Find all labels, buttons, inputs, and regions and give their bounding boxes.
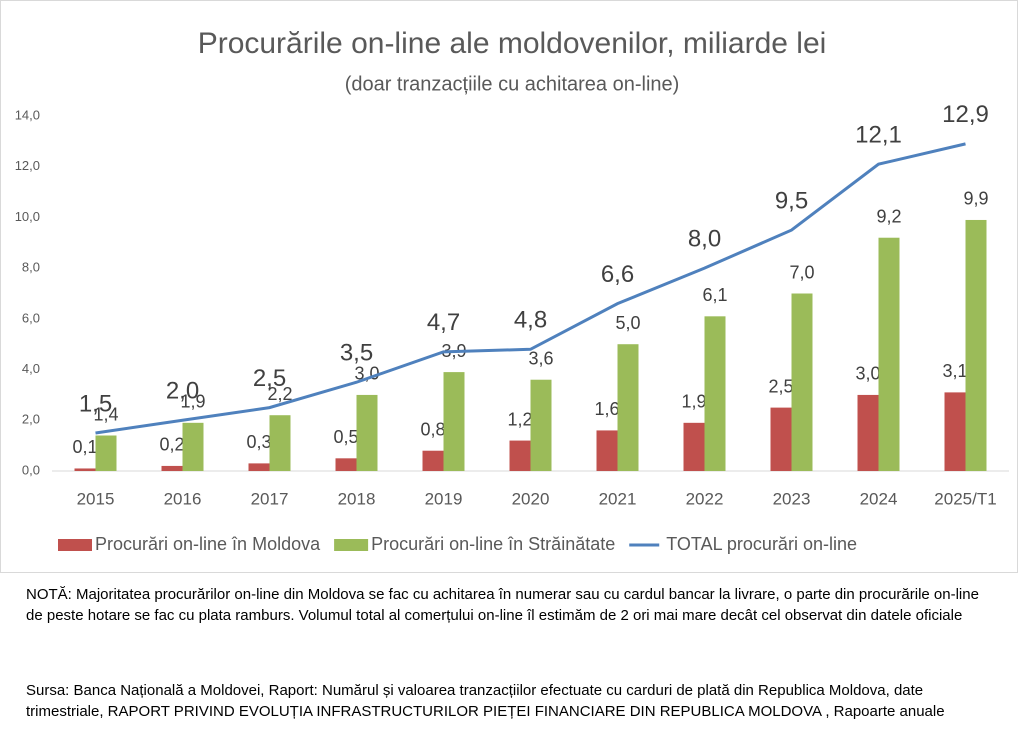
- data-label: 2,2: [267, 384, 292, 404]
- bar: [770, 407, 792, 471]
- bar: [161, 465, 183, 471]
- data-label: 0,1: [72, 437, 97, 457]
- data-label: 4,8: [514, 307, 547, 334]
- y-tick-label: 6,0: [22, 310, 40, 325]
- data-label: 9,5: [775, 187, 808, 214]
- bar: [791, 293, 813, 471]
- data-label: 0,2: [159, 435, 184, 455]
- bar: [878, 237, 900, 471]
- source: Sursa: Banca Națională a Moldovei, Rapor…: [26, 682, 945, 720]
- data-label: 9,2: [876, 206, 901, 226]
- bar: [74, 468, 96, 471]
- data-label: 3,1: [942, 361, 967, 381]
- bar: [356, 394, 378, 471]
- legend-swatch: [58, 539, 92, 551]
- chart-title: Procurările on-line ale moldovenilor, mi…: [198, 27, 827, 60]
- data-label: 3,0: [855, 364, 880, 384]
- y-tick-label: 14,0: [15, 107, 40, 122]
- legend-label: Procurări on-line în Străinătate: [371, 534, 615, 554]
- legend-swatch: [334, 539, 369, 551]
- bar: [182, 422, 204, 471]
- bar: [596, 430, 618, 471]
- data-label: 5,0: [615, 313, 640, 333]
- x-tick-label: 2020: [512, 489, 550, 508]
- data-label: 1,9: [180, 392, 205, 412]
- x-tick-label: 2017: [251, 489, 289, 508]
- legend-label: TOTAL procurări on-line: [666, 534, 857, 554]
- data-label: 0,3: [246, 432, 271, 452]
- data-label: 7,0: [789, 262, 814, 282]
- y-tick-label: 4,0: [22, 361, 40, 376]
- y-tick-label: 0,0: [22, 462, 40, 477]
- y-tick-label: 12,0: [15, 158, 40, 173]
- y-tick-label: 8,0: [22, 260, 40, 275]
- bar: [965, 219, 987, 471]
- bar: [530, 379, 552, 471]
- x-tick-label: 2024: [860, 489, 898, 508]
- x-tick-label: 2015: [77, 489, 115, 508]
- data-label: 1,2: [507, 409, 532, 429]
- data-label: 4,7: [427, 309, 460, 336]
- data-label: 8,0: [688, 225, 721, 252]
- total-line: [95, 142, 966, 435]
- x-tick-label: 2022: [686, 489, 724, 508]
- data-label: 1,9: [681, 392, 706, 412]
- bar: [509, 440, 531, 471]
- data-label: 2,0: [166, 378, 199, 405]
- data-label: 3,6: [528, 348, 553, 368]
- chart-subtitle: (doar tranzacțiile cu achitarea on-line): [345, 73, 680, 95]
- bar: [248, 463, 270, 471]
- chart: Procurările on-line ale moldovenilor, mi…: [0, 0, 1018, 573]
- data-label: 2,5: [253, 365, 286, 392]
- bar: [422, 450, 444, 471]
- legend-label: Procurări on-line în Moldova: [95, 534, 321, 554]
- x-tick-label: 2019: [425, 489, 463, 508]
- data-label: 1,6: [594, 399, 619, 419]
- bar: [857, 394, 879, 471]
- data-label: 1,5: [79, 390, 112, 417]
- x-tick-label: 2023: [773, 489, 811, 508]
- chart-border: [0, 0, 1018, 573]
- data-label: 1,4: [93, 404, 118, 424]
- x-tick-label: 2021: [599, 489, 637, 508]
- x-tick-label: 2018: [338, 489, 376, 508]
- y-tick-label: 10,0: [15, 209, 40, 224]
- data-label: 12,9: [942, 101, 989, 128]
- bar: [944, 392, 966, 471]
- data-label: 0,8: [420, 419, 445, 439]
- data-label: 12,1: [855, 122, 902, 149]
- bar: [269, 415, 291, 471]
- y-tick-label: 2,0: [22, 412, 40, 427]
- data-label: 3,5: [340, 340, 373, 367]
- data-label: 6,1: [702, 285, 727, 305]
- bar: [617, 344, 639, 471]
- bar: [95, 435, 117, 471]
- bar: [704, 316, 726, 471]
- data-label: 9,9: [963, 189, 988, 209]
- bar: [335, 458, 357, 471]
- data-label: 2,5: [768, 376, 793, 396]
- x-tick-label: 2025/T1: [934, 489, 996, 508]
- note: NOTĂ: Majoritatea procurărilor on-line d…: [26, 586, 979, 624]
- data-label: 0,5: [333, 427, 358, 447]
- bar: [683, 422, 705, 471]
- data-label: 3,0: [354, 364, 379, 384]
- x-tick-label: 2016: [164, 489, 202, 508]
- data-label: 6,6: [601, 261, 634, 288]
- bar: [443, 372, 465, 471]
